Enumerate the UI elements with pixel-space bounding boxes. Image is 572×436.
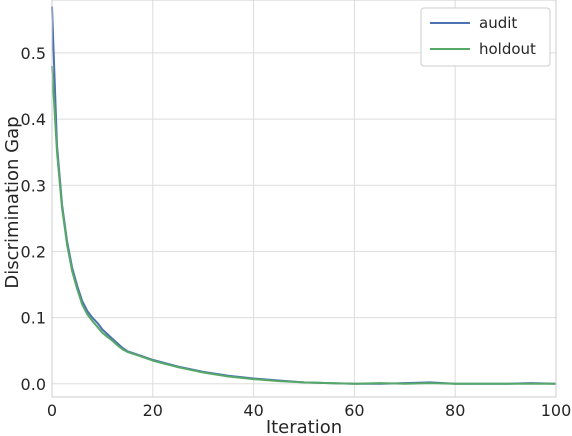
y-tick-labels: 0.0 0.1 0.2 0.3 0.4 0.5 [21,44,46,394]
y-tick-label: 0.5 [21,44,46,63]
x-axis-label: Iteration [266,417,342,436]
x-tick-label: 60 [344,401,364,420]
x-tick-label: 0 [47,401,57,420]
x-tick-label: 40 [243,401,263,420]
y-tick-label: 0.2 [21,242,46,261]
grid [51,0,557,397]
series-lines [51,6,557,385]
legend: audit holdout [420,7,551,67]
legend-label-holdout: holdout [479,40,536,58]
y-tick-label: 0.1 [21,309,46,328]
y-tick-label: 0.3 [21,176,46,195]
legend-label-audit: audit [479,14,517,32]
x-tick-label: 80 [445,401,465,420]
x-tick-label: 100 [541,401,572,420]
x-tick-label: 20 [143,401,163,420]
y-axis-label: Discrimination Gap [2,116,23,288]
series-line-holdout [51,66,556,385]
plot-frame [51,0,557,398]
y-tick-label: 0.0 [21,375,46,394]
x-tick-labels: 0 20 40 60 80 100 [47,401,571,420]
y-tick-label: 0.4 [21,110,46,129]
